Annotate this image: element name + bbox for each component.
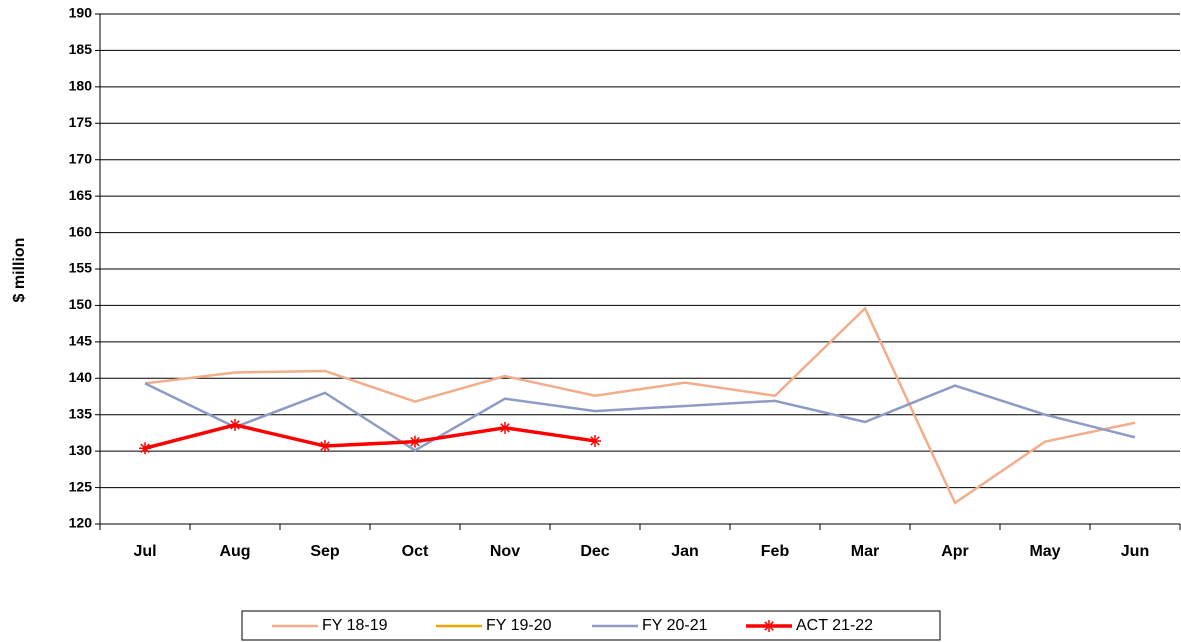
y-tick-label: 125 xyxy=(69,478,93,494)
marker xyxy=(229,418,241,431)
x-tick-label: Jan xyxy=(671,543,699,560)
legend-label: FY 18-19 xyxy=(322,617,388,634)
x-tick-label: Oct xyxy=(402,543,429,560)
x-tick-label: Aug xyxy=(219,543,250,560)
x-tick-label: Dec xyxy=(580,543,609,560)
y-tick-label: 190 xyxy=(69,5,93,21)
series-line xyxy=(144,306,1136,505)
y-tick-label: 120 xyxy=(69,515,93,531)
y-tick-label: 185 xyxy=(69,41,93,57)
y-tick-label: 160 xyxy=(69,223,93,239)
y-tick-label: 180 xyxy=(69,78,93,94)
y-tick-label: 145 xyxy=(69,333,93,349)
marker xyxy=(139,442,151,455)
y-axis-label: $ million xyxy=(11,238,28,303)
x-tick-label: Jul xyxy=(133,543,156,560)
y-tick-label: 150 xyxy=(69,296,93,312)
marker xyxy=(319,440,331,453)
x-tick-label: Feb xyxy=(761,543,790,560)
y-tick-label: 155 xyxy=(69,260,93,276)
series-line xyxy=(144,382,1136,452)
legend-box xyxy=(241,610,941,641)
y-tick-label: 175 xyxy=(69,114,93,130)
y-tick-label: 135 xyxy=(69,405,93,421)
x-tick-label: May xyxy=(1029,543,1060,560)
marker xyxy=(409,435,421,448)
x-tick-label: Mar xyxy=(851,543,879,560)
x-tick-label: Apr xyxy=(941,543,969,560)
y-tick-label: 170 xyxy=(69,150,93,166)
legend-label: FY 20-21 xyxy=(642,617,708,634)
marker xyxy=(763,620,775,632)
y-tick-label: 165 xyxy=(69,187,93,203)
series-line xyxy=(144,423,596,450)
y-tick-label: 140 xyxy=(69,369,93,385)
y-tick-label: 130 xyxy=(69,442,93,458)
x-tick-label: Jun xyxy=(1121,543,1149,560)
legend-label: FY 19-20 xyxy=(486,617,552,634)
x-tick-label: Sep xyxy=(310,543,340,560)
x-tick-label: Nov xyxy=(490,543,520,560)
marker xyxy=(499,421,511,434)
legend-label: ACT 21-22 xyxy=(796,617,873,634)
marker xyxy=(589,434,601,447)
